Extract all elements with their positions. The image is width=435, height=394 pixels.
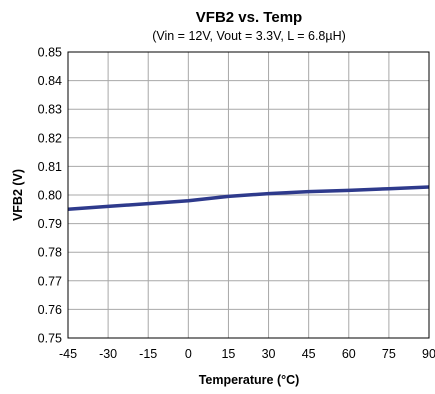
y-tick-label: 0.81	[38, 160, 62, 174]
y-tick-label: 0.85	[38, 46, 62, 60]
y-tick-label: 0.77	[38, 274, 62, 288]
x-tick-label: 45	[302, 347, 316, 361]
x-tick-labels: -45 -30 -15 0 15 30 45 60 75 90	[59, 347, 435, 361]
y-tick-label: 0.78	[38, 246, 62, 260]
x-tick-label: 90	[422, 347, 435, 361]
y-tick-labels: 0.75 0.76 0.77 0.78 0.79 0.80 0.81 0.82 0.83 0.84…	[38, 46, 62, 346]
x-tick-label: 0	[185, 347, 192, 361]
plot-frame	[67, 51, 430, 339]
x-tick-label: 15	[221, 347, 235, 361]
y-tick-label: 0.75	[38, 332, 62, 346]
series-line	[67, 185, 430, 212]
y-tick-label: 0.83	[38, 103, 62, 117]
chart-title: VFB2 vs. Temp	[196, 9, 302, 26]
series-layer	[67, 185, 430, 212]
y-tick-label: 0.80	[38, 189, 62, 203]
x-tick-label: -45	[59, 347, 77, 361]
y-tick-label: 0.82	[38, 131, 62, 145]
x-tick-label: 30	[262, 347, 276, 361]
x-tick-label: 75	[382, 347, 396, 361]
y-axis-label: VFB2 (V)	[11, 169, 25, 221]
chart-subtitle: (Vin = 12V, Vout = 3.3V, L = 6.8µH)	[152, 29, 346, 43]
y-tick-label: 0.84	[38, 74, 62, 88]
y-tick-label: 0.79	[38, 217, 62, 231]
x-tick-label: -15	[139, 347, 157, 361]
y-tick-label: 0.76	[38, 303, 62, 317]
x-tick-label: -30	[99, 347, 117, 361]
x-axis-label: Temperature (°C)	[199, 373, 300, 387]
x-tick-label: 60	[342, 347, 356, 361]
